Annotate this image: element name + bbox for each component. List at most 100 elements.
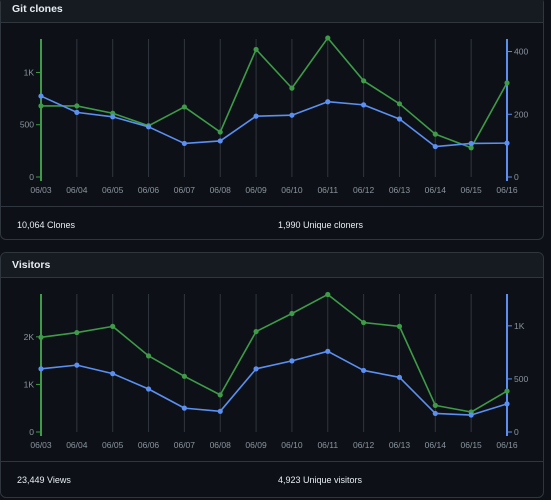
visitors-title: Visitors [12, 259, 51, 271]
visitors-data-point [361, 367, 367, 374]
visitors-x-tick-label: 06/04 [66, 440, 88, 450]
clones-x-tick-label: 06/13 [389, 185, 411, 195]
clones-data-point [504, 80, 510, 86]
visitors-data-point [432, 410, 438, 417]
clones-data-point [468, 145, 474, 151]
clones-data-point [74, 109, 80, 115]
visitors-data-point [145, 353, 152, 359]
clones-data-point [181, 104, 187, 110]
visitors-data-point [217, 408, 223, 414]
visitors-left-tick-label: 2K [24, 332, 35, 342]
git-clones-title: Git clones [12, 3, 63, 15]
clones-x-tick-label: 06/06 [138, 185, 160, 195]
visitors-data-point [289, 358, 295, 364]
visitors-right-tick-label: 1K [514, 321, 525, 331]
clones-data-point [74, 103, 80, 109]
clones-data-point [110, 110, 116, 116]
clones-left-tick-label: 0 [29, 172, 34, 182]
unique-visitors-count: 4,923 Unique visitors [278, 475, 363, 485]
visitors-x-tick-label: 06/06 [138, 440, 160, 450]
visitors-series-line-unique [40, 350, 508, 416]
visitors-data-point [145, 386, 152, 392]
visitors-data-point [468, 412, 474, 418]
clones-data-point [504, 140, 510, 146]
clones-x-tick-label: 06/12 [353, 185, 375, 195]
clones-x-tick-label: 06/09 [245, 185, 267, 195]
visitors-data-point [253, 366, 259, 372]
clones-data-point [253, 113, 259, 119]
clones-data-point [289, 112, 295, 118]
clones-x-tick-label: 06/03 [30, 185, 52, 195]
visitors-panel: Visitors 0 1K 2K 0 500 1K 06/03 06/04 06/05 06/06… [0, 252, 544, 498]
clones-data-point [110, 114, 116, 120]
clones-x-tick-label: 06/04 [66, 185, 88, 195]
clones-x-tick-label: 06/15 [461, 185, 483, 195]
visitors-x-tick-label: 06/10 [281, 440, 303, 450]
clones-data-point [38, 93, 44, 99]
visitors-x-tick-label: 06/09 [245, 440, 267, 450]
visitors-footer-divider [1, 461, 543, 462]
visitors-data-point [181, 373, 187, 379]
visitors-right-tick-label: 0 [514, 427, 519, 437]
clones-data-point [361, 102, 367, 108]
unique-cloners-count: 1,990 Unique cloners [278, 220, 364, 230]
git-clones-footer-divider [1, 206, 543, 207]
visitors-data-point [504, 401, 510, 407]
git-clones-panel: Git clones 0 500 1K 0 200 400 06/03 06/04 06/05 0… [0, 0, 544, 240]
clones-data-point [432, 143, 438, 150]
clones-x-tick-label: 06/05 [102, 185, 124, 195]
visitors-x-tick-label: 06/07 [174, 440, 196, 450]
clones-x-tick-label: 06/16 [496, 185, 518, 195]
visitors-x-tick-label: 06/05 [102, 440, 124, 450]
clones-data-point [217, 138, 223, 144]
visitors-data-point [74, 362, 80, 368]
visitors-data-point [181, 405, 187, 411]
clones-data-point [325, 99, 331, 105]
clones-data-point [325, 35, 331, 41]
clones-data-point [289, 85, 295, 91]
visitors-x-tick-label: 06/16 [496, 440, 518, 450]
clones-x-tick-label: 06/14 [425, 185, 447, 195]
clones-right-tick-label: 200 [514, 109, 528, 119]
visitors-chart: 0 1K 2K 0 500 1K 06/03 06/04 06/05 06/06 06/07 06/0… [24, 291, 528, 450]
clones-count: 10,064 Clones [17, 220, 76, 230]
views-count: 23,449 Views [17, 475, 71, 485]
visitors-data-point [325, 348, 331, 354]
visitors-data-point [38, 366, 44, 372]
clones-left-tick-label: 1K [24, 67, 35, 77]
visitors-right-tick-label: 500 [514, 374, 528, 384]
visitors-left-tick-label: 0 [29, 427, 34, 437]
visitors-data-point [110, 371, 116, 377]
clones-x-tick-label: 06/10 [281, 185, 303, 195]
clones-data-point [217, 129, 223, 135]
visitors-data-point [74, 329, 80, 336]
clones-right-tick-label: 400 [514, 47, 528, 57]
visitors-header: Visitors [1, 253, 543, 278]
git-clones-chart: 0 500 1K 0 200 400 06/03 06/04 06/05 06/06 06/07 06… [20, 35, 528, 195]
clones-data-point [181, 140, 187, 147]
clones-series-line-total [41, 37, 508, 149]
clones-x-tick-label: 06/11 [317, 185, 338, 195]
clones-data-point [468, 140, 474, 147]
visitors-data-point [396, 323, 403, 329]
visitors-data-point [432, 402, 438, 408]
visitors-data-point [110, 323, 116, 329]
visitors-x-tick-label: 06/14 [425, 440, 447, 450]
clones-x-tick-label: 06/08 [210, 185, 232, 195]
clones-data-point [396, 101, 403, 107]
visitors-x-tick-label: 06/08 [210, 440, 232, 450]
visitors-x-tick-label: 06/13 [389, 440, 411, 450]
clones-data-point [361, 78, 367, 84]
clones-right-tick-label: 0 [514, 172, 519, 182]
visitors-x-tick-label: 06/15 [461, 440, 483, 450]
visitors-data-point [325, 291, 331, 298]
visitors-data-point [38, 334, 44, 340]
visitors-data-point [396, 374, 403, 380]
visitors-data-point [361, 319, 367, 326]
visitors-data-point [504, 388, 510, 394]
visitors-data-point [253, 328, 259, 335]
visitors-data-point [217, 392, 223, 398]
visitors-left-tick-label: 1K [24, 379, 35, 389]
git-clones-header: Git clones [1, 0, 543, 23]
clones-data-point [396, 116, 403, 122]
